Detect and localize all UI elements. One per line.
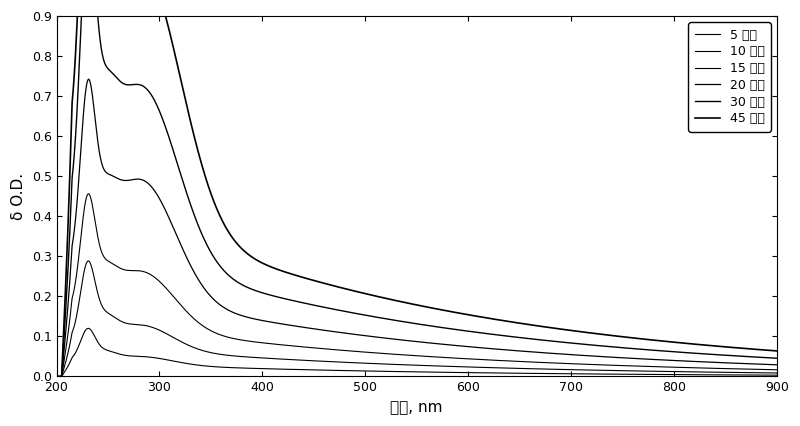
5 分钒 <box>359 368 369 374</box>
5 分钒 <box>328 368 338 373</box>
15 分钒 <box>772 367 782 372</box>
5 分钒 <box>134 354 144 359</box>
15 分钒 <box>328 347 338 352</box>
20 分钒 <box>772 362 782 367</box>
20 分钒 <box>52 374 62 379</box>
5 分钒 <box>772 373 782 378</box>
15 分钒 <box>52 374 62 379</box>
20 分钒 <box>177 244 186 249</box>
5 分钒 <box>52 374 62 379</box>
20 分钒 <box>758 362 768 367</box>
45 分钒 <box>328 283 338 288</box>
30 分钒 <box>134 82 144 87</box>
10 分钒 <box>83 258 93 263</box>
5 分钒 <box>83 326 93 331</box>
45 分钒 <box>52 374 62 379</box>
10 分钒 <box>359 361 369 366</box>
5 分钒 <box>681 372 690 377</box>
30 分钒 <box>681 350 690 355</box>
45 分钒 <box>359 291 369 296</box>
15 分钒 <box>84 191 94 196</box>
15 分钒 <box>134 268 144 273</box>
10 分钒 <box>772 371 782 376</box>
10 分钒 <box>681 369 690 374</box>
Line: 30 分钒: 30 分钒 <box>57 0 777 377</box>
Line: 5 分钒: 5 分钒 <box>57 328 777 377</box>
10 分钒 <box>758 370 768 375</box>
Legend: 5 分钒, 10 分钒, 15 分钒, 20 分钒, 30 分钒, 45 分钒: 5 分钒, 10 分钒, 15 分钒, 20 分钒, 30 分钒, 45 分钒 <box>688 22 770 132</box>
Line: 45 分钒: 45 分钒 <box>57 0 777 377</box>
45 分钒 <box>758 347 768 352</box>
30 分钒 <box>758 355 768 360</box>
20 分钒 <box>328 329 338 334</box>
Line: 20 分钒: 20 分钒 <box>57 79 777 377</box>
30 分钒 <box>52 374 62 379</box>
10 分钒 <box>328 359 338 364</box>
X-axis label: 波长, nm: 波长, nm <box>390 400 443 415</box>
Y-axis label: δ O.D.: δ O.D. <box>11 173 26 220</box>
30 分钒 <box>328 307 338 312</box>
45 分钒 <box>177 81 186 86</box>
5 分钒 <box>177 360 186 365</box>
15 分钒 <box>177 304 186 309</box>
30 分钒 <box>359 312 369 317</box>
15 分钒 <box>681 365 690 370</box>
10 分钒 <box>134 322 144 327</box>
20 分钒 <box>681 359 690 364</box>
10 分钒 <box>52 374 62 379</box>
30 分钒 <box>177 175 186 180</box>
15 分钒 <box>359 349 369 354</box>
45 分钒 <box>681 341 690 346</box>
20 分钒 <box>359 333 369 338</box>
20 分钒 <box>84 77 94 82</box>
30 分钒 <box>772 356 782 361</box>
20 分钒 <box>134 176 144 181</box>
45 分钒 <box>772 348 782 354</box>
10 分钒 <box>177 340 186 345</box>
5 分钒 <box>758 372 768 377</box>
15 分钒 <box>758 367 768 372</box>
Line: 15 分钒: 15 分钒 <box>57 194 777 377</box>
Line: 10 分钒: 10 分钒 <box>57 261 777 377</box>
